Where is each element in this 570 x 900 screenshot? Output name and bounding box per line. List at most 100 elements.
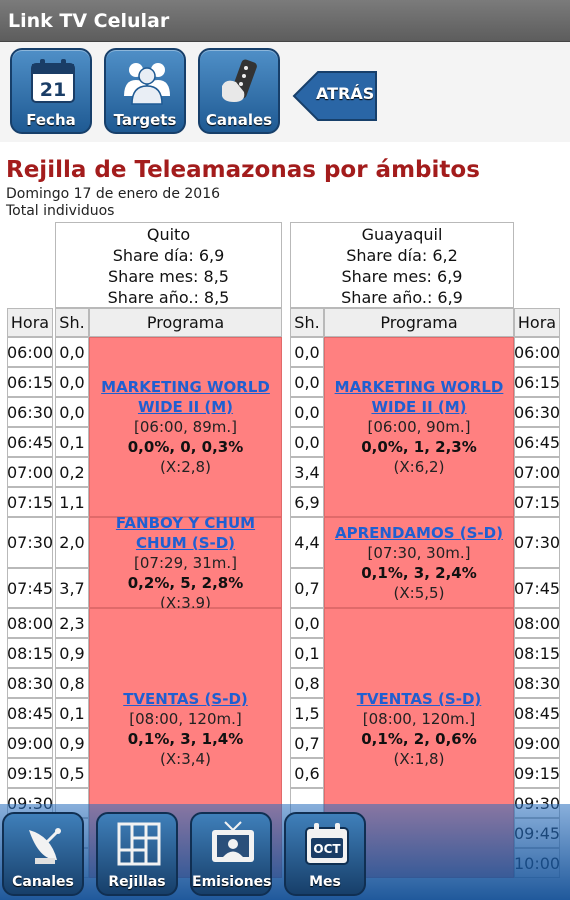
time-cell: 06:00	[7, 337, 53, 367]
share-cell-guayaquil: 0,7	[290, 728, 324, 758]
share-cell-guayaquil: 0,6	[290, 758, 324, 788]
quito-share-dia: Share día: 6,9	[112, 246, 225, 265]
time-cell: 08:45	[514, 698, 560, 728]
program-name-link[interactable]: FANBOY Y CHUM CHUM (S-D)	[115, 513, 256, 552]
time-cell: 06:45	[7, 427, 53, 457]
universe-label: Total individuos	[6, 203, 115, 219]
fecha-button[interactable]: 21 Fecha	[10, 48, 92, 134]
calendar-day: 21	[40, 79, 66, 101]
program-slot: [08:00, 120m.]	[362, 710, 476, 728]
time-cell: 08:30	[514, 668, 560, 698]
time-cell: 07:45	[514, 568, 560, 608]
back-arrow-icon	[292, 71, 377, 121]
share-cell-guayaquil: 0,0	[290, 367, 324, 397]
share-cell-guayaquil: 0,0	[290, 337, 324, 367]
time-cell: 08:15	[7, 638, 53, 668]
time-cell: 08:00	[514, 608, 560, 638]
month-calendar-icon: OCT	[305, 823, 349, 865]
mes-nav-button[interactable]: OCT Mes	[284, 812, 366, 896]
canales-nav-button[interactable]: Canales	[2, 812, 84, 896]
share-cell-guayaquil: 0,7	[290, 568, 324, 608]
program-block-guayaquil[interactable]: MARKETING WORLD WIDE II (M) [06:00, 90m.]…	[324, 337, 514, 517]
quito-header: Quito Share día: 6,9 Share mes: 8,5 Share a…	[55, 222, 282, 308]
program-name-link[interactable]: APRENDAMOS (S-D)	[335, 523, 503, 542]
program-values: 0,0%, 1, 2,3%	[361, 438, 477, 456]
emisiones-nav-label: Emisiones	[192, 874, 272, 890]
program-block-quito[interactable]: MARKETING WORLD WIDE II (M) [06:00, 89m.]…	[89, 337, 282, 517]
program-slot: [07:29, 31m.]	[134, 553, 237, 572]
program-block-guayaquil[interactable]: APRENDAMOS (S-D) [07:30, 30m.] 0,1%, 3, 2,…	[324, 517, 514, 608]
program-name-link[interactable]: TVENTAS (S-D)	[123, 690, 248, 708]
time-cell: 09:00	[7, 728, 53, 758]
program-name-link[interactable]: TVENTAS (S-D)	[356, 690, 482, 708]
share-cell-quito: 0,0	[55, 337, 89, 367]
time-cell: 06:15	[514, 367, 560, 397]
program-slot: [06:00, 90m.]	[367, 418, 471, 436]
program-slot: [07:30, 30m.]	[367, 543, 471, 562]
time-cell: 08:15	[514, 638, 560, 668]
program-name-link[interactable]: MARKETING WORLD WIDE II (M)	[334, 378, 504, 416]
emisiones-nav-button[interactable]: Emisiones	[190, 812, 272, 896]
targets-label: Targets	[113, 111, 177, 129]
program-slot: [06:00, 89m.]	[134, 418, 237, 436]
time-cell: 08:30	[7, 668, 53, 698]
column-header-hora: Hora	[7, 308, 53, 337]
canales-button[interactable]: Canales	[198, 48, 280, 134]
program-name-link[interactable]: MARKETING WORLD WIDE II (M)	[101, 378, 270, 416]
program-index: (X:6,2)	[393, 458, 445, 476]
time-cell: 09:15	[7, 758, 53, 788]
time-cell: 09:00	[514, 728, 560, 758]
targets-button[interactable]: Targets	[104, 48, 186, 134]
guayaquil-header: Guayaquil Share día: 6,2 Share mes: 6,9 Sha…	[290, 222, 514, 308]
guayaquil-name: Guayaquil	[361, 225, 443, 244]
canales-label: Canales	[205, 111, 273, 129]
share-cell-quito: 0,0	[55, 397, 89, 427]
share-cell-quito: 0,2	[55, 457, 89, 487]
calendar-icon: 21	[31, 59, 75, 103]
time-cell: 08:00	[7, 608, 53, 638]
quito-share-mes: Share mes: 8,5	[108, 267, 229, 286]
canales-nav-label: Canales	[12, 874, 74, 890]
atras-button[interactable]: ATRÁS	[292, 70, 378, 122]
quito-name: Quito	[146, 225, 191, 244]
column-header-sh: Sh.	[290, 308, 324, 337]
fecha-label: Fecha	[26, 111, 76, 129]
share-cell-guayaquil: 1,5	[290, 698, 324, 728]
program-slot: [08:00, 120m.]	[129, 710, 242, 728]
people-icon	[124, 63, 170, 105]
atras-label: ATRÁS	[316, 84, 375, 103]
time-cell: 06:45	[514, 427, 560, 457]
time-cell: 06:30	[514, 397, 560, 427]
column-header-programa: Programa	[324, 308, 514, 337]
share-cell-guayaquil: 0,0	[290, 427, 324, 457]
share-cell-guayaquil: 0,0	[290, 397, 324, 427]
guayaquil-share-mes: Share mes: 6,9	[341, 267, 463, 286]
share-cell-guayaquil: 4,4	[290, 517, 324, 568]
share-cell-quito: 0,1	[55, 698, 89, 728]
time-cell: 07:30	[514, 517, 560, 568]
share-cell-guayaquil: 0,8	[290, 668, 324, 698]
time-cell: 07:15	[514, 487, 560, 517]
program-index: (X:3,9)	[160, 593, 211, 612]
program-index: (X:1,8)	[393, 750, 445, 768]
program-index: (X:2,8)	[160, 458, 211, 476]
remote-icon	[222, 59, 257, 102]
share-cell-guayaquil: 3,4	[290, 457, 324, 487]
program-values: 0,1%, 3, 1,4%	[127, 730, 244, 748]
time-cell: 07:00	[7, 457, 53, 487]
share-cell-quito: 2,3	[55, 608, 89, 638]
time-cell: 07:30	[7, 517, 53, 568]
rejillas-nav-button[interactable]: Rejillas	[96, 812, 178, 896]
time-cell: 06:00	[514, 337, 560, 367]
app-title: Link TV Celular	[8, 10, 170, 32]
share-cell-guayaquil: 0,0	[290, 608, 324, 638]
quito-share-anio: Share año.: 8,5	[107, 288, 230, 307]
column-header-sh: Sh.	[55, 308, 89, 337]
bottom-nav-bar: Canales Rejillas Emisiones OCT Mes	[0, 804, 570, 900]
program-values: 0,1%, 2, 0,6%	[361, 730, 477, 748]
time-cell: 09:15	[514, 758, 560, 788]
time-cell: 07:45	[7, 568, 53, 608]
program-block-quito[interactable]: FANBOY Y CHUM CHUM (S-D) [07:29, 31m.] 0,2…	[89, 514, 282, 612]
toolbar: 21 Fecha Targets Canales ATRÁS	[0, 42, 570, 142]
app-title-bar: Link TV Celular	[0, 0, 570, 42]
